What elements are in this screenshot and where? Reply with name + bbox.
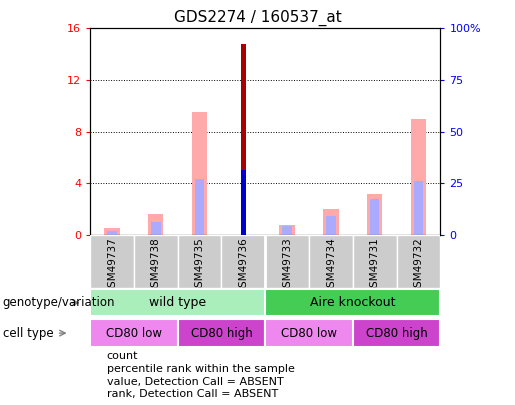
- Text: percentile rank within the sample: percentile rank within the sample: [107, 364, 295, 373]
- Text: GSM49733: GSM49733: [282, 237, 292, 294]
- Bar: [280, 224, 295, 235]
- Bar: [221, 235, 265, 288]
- Text: value, Detection Call = ABSENT: value, Detection Call = ABSENT: [107, 377, 283, 386]
- Text: Aire knockout: Aire knockout: [310, 296, 396, 309]
- Bar: [178, 235, 221, 288]
- Bar: [411, 119, 426, 235]
- Bar: [134, 235, 178, 288]
- Bar: [192, 112, 207, 235]
- Bar: [414, 181, 423, 235]
- Bar: [151, 222, 161, 235]
- Text: CD80 high: CD80 high: [366, 326, 427, 340]
- Text: GSM49735: GSM49735: [195, 237, 204, 294]
- Text: CD80 low: CD80 low: [106, 326, 162, 340]
- Bar: [353, 320, 440, 347]
- Bar: [105, 228, 119, 235]
- Bar: [148, 214, 163, 235]
- Bar: [353, 235, 397, 288]
- Bar: [107, 231, 117, 235]
- Bar: [241, 171, 246, 235]
- Bar: [282, 226, 292, 235]
- Bar: [326, 215, 336, 235]
- Text: GSM49738: GSM49738: [151, 237, 161, 294]
- Bar: [370, 199, 380, 235]
- Text: CD80 low: CD80 low: [281, 326, 337, 340]
- Bar: [241, 44, 246, 235]
- Text: genotype/variation: genotype/variation: [3, 296, 115, 309]
- Text: GSM49736: GSM49736: [238, 237, 248, 294]
- Bar: [367, 194, 382, 235]
- Text: GSM49737: GSM49737: [107, 237, 117, 294]
- Bar: [309, 235, 353, 288]
- Text: count: count: [107, 351, 138, 360]
- Text: cell type: cell type: [3, 326, 53, 340]
- Bar: [265, 320, 353, 347]
- Bar: [90, 289, 265, 316]
- Bar: [195, 179, 204, 235]
- Text: rank, Detection Call = ABSENT: rank, Detection Call = ABSENT: [107, 390, 278, 399]
- Bar: [90, 320, 178, 347]
- Bar: [90, 235, 134, 288]
- Bar: [323, 209, 338, 235]
- Bar: [178, 320, 265, 347]
- Text: GDS2274 / 160537_at: GDS2274 / 160537_at: [174, 10, 341, 26]
- Text: wild type: wild type: [149, 296, 206, 309]
- Bar: [397, 235, 440, 288]
- Text: GSM49731: GSM49731: [370, 237, 380, 294]
- Text: CD80 high: CD80 high: [191, 326, 252, 340]
- Text: GSM49732: GSM49732: [414, 237, 423, 294]
- Bar: [265, 289, 440, 316]
- Text: GSM49734: GSM49734: [326, 237, 336, 294]
- Bar: [265, 235, 309, 288]
